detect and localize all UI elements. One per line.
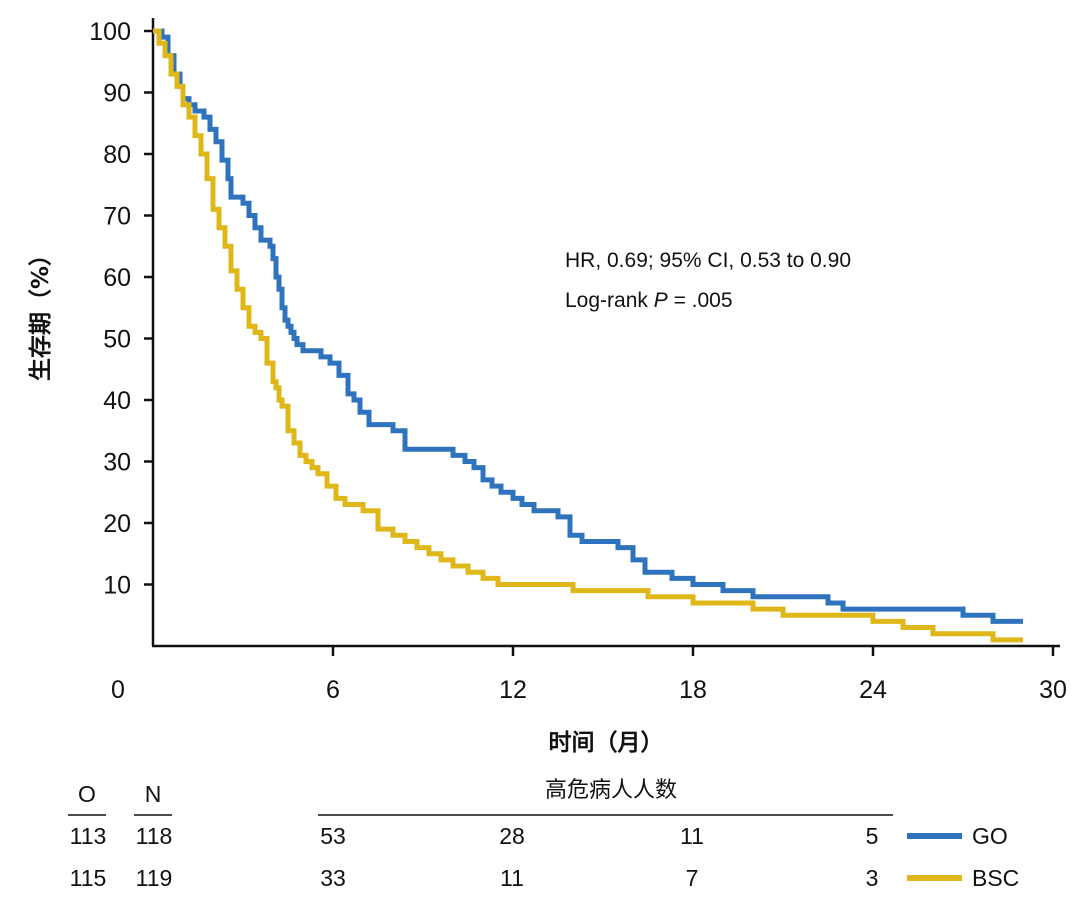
y-tick-label: 70 — [103, 203, 131, 231]
risk-col-o-header: O — [78, 781, 96, 807]
x-ticks: 0 6 12 18 24 30 — [111, 646, 1067, 704]
risk-row-go-value: 11 — [680, 823, 704, 849]
series-line-go — [153, 28, 1023, 624]
series-line-bsc — [153, 28, 1023, 643]
y-tick-label: 80 — [103, 141, 131, 169]
risk-table: 高危病人人数 O N 113 118 53 28 11 5 GO 115 119… — [68, 778, 1019, 891]
risk-row-bsc-value: 3 — [866, 865, 879, 891]
x-axis-title: 时间（月） — [549, 729, 664, 756]
survival-curves — [153, 28, 1023, 643]
risk-row-go-value: 5 — [866, 823, 879, 849]
legend-go-label: GO — [972, 823, 1008, 849]
legend-bsc-label: BSC — [972, 865, 1019, 891]
risk-row-bsc-n: 119 — [136, 865, 173, 891]
y-tick-label: 40 — [103, 387, 131, 415]
x-tick-label: 24 — [859, 676, 887, 704]
risk-row-go-o: 113 — [70, 823, 107, 849]
y-tick-label: 100 — [89, 18, 131, 46]
y-tick-label: 60 — [103, 264, 131, 292]
risk-col-n-header: N — [145, 781, 162, 807]
x-tick-label: 6 — [326, 676, 340, 704]
risk-row-go-n: 118 — [136, 823, 173, 849]
risk-row-bsc-value: 33 — [320, 865, 346, 891]
risk-row-go-value: 53 — [320, 823, 346, 849]
y-tick-label: 30 — [103, 449, 131, 477]
x-tick-label: 18 — [679, 676, 707, 704]
x-tick-label: 0 — [111, 676, 125, 704]
y-ticks: 10 20 30 40 50 60 70 80 90 100 — [89, 18, 153, 600]
log-rank-annotation: Log-rank P = .005 — [565, 289, 733, 312]
risk-table-title: 高危病人人数 — [545, 778, 677, 803]
y-axis-title: 生存期（%） — [27, 243, 54, 381]
risk-row-bsc-value: 11 — [500, 865, 524, 891]
risk-row-go-value: 28 — [499, 823, 525, 849]
y-tick-label: 20 — [103, 510, 131, 538]
y-tick-label: 10 — [103, 572, 131, 600]
y-tick-label: 50 — [103, 326, 131, 354]
hazard-ratio-annotation: HR, 0.69; 95% CI, 0.53 to 0.90 — [565, 249, 851, 272]
x-tick-label: 12 — [499, 676, 527, 704]
x-tick-label: 30 — [1039, 676, 1067, 704]
y-tick-label: 90 — [103, 80, 131, 108]
risk-row-bsc-o: 115 — [70, 865, 107, 891]
risk-row-bsc-value: 7 — [686, 865, 699, 891]
